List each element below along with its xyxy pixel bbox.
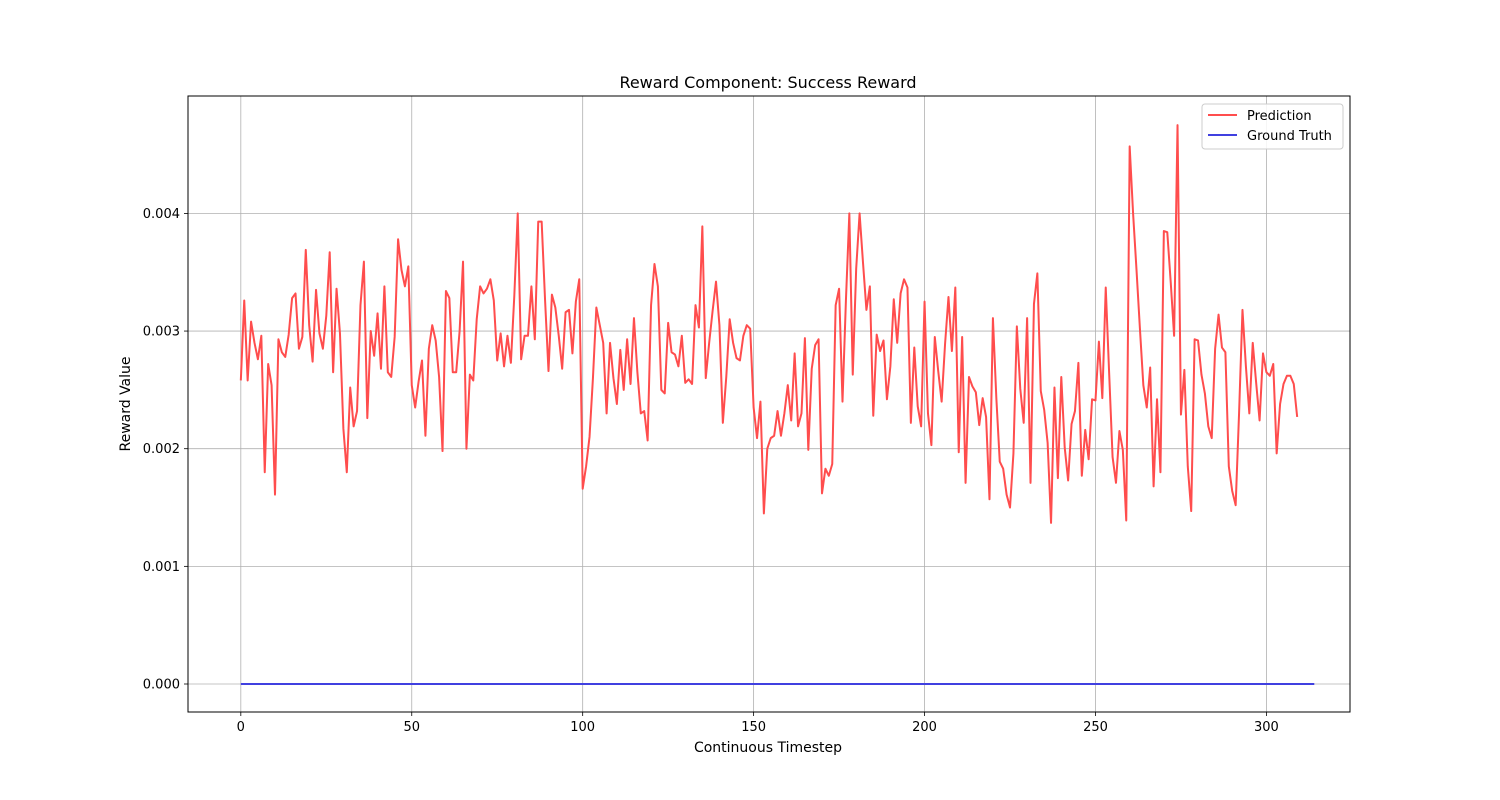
x-tick-label: 300 [1254,720,1279,735]
y-axis-ticks: 0.000 0.001 0.002 0.003 0.004 [143,207,188,693]
x-tick-label: 250 [1083,720,1108,735]
y-axis-label: Reward Value [118,356,134,451]
x-axis-label: Continuous Timestep [694,740,842,756]
y-tick-label: 0.002 [143,442,180,457]
x-tick-label: 150 [741,720,766,735]
x-tick-label: 200 [912,720,937,735]
series-line-prediction [239,124,1299,524]
y-tick-label: 0.003 [143,325,180,340]
y-tick-label: 0.004 [143,207,180,222]
x-tick-label: 0 [237,720,245,735]
plot-frame [187,95,1351,713]
legend: Prediction Ground Truth [1201,103,1344,150]
y-tick-label: 0.001 [143,560,180,575]
chart-title: Reward Component: Success Reward [619,73,916,92]
series-layer [239,124,1315,685]
legend-label-ground-truth: Ground Truth [1247,129,1332,144]
x-tick-label: 100 [570,720,595,735]
legend-box [1201,103,1344,150]
x-axis-ticks: 0 50 100 150 200 250 300 [237,712,1279,735]
y-tick-label: 0.000 [143,678,180,693]
x-tick-label: 50 [403,720,420,735]
legend-label-prediction: Prediction [1247,109,1312,124]
